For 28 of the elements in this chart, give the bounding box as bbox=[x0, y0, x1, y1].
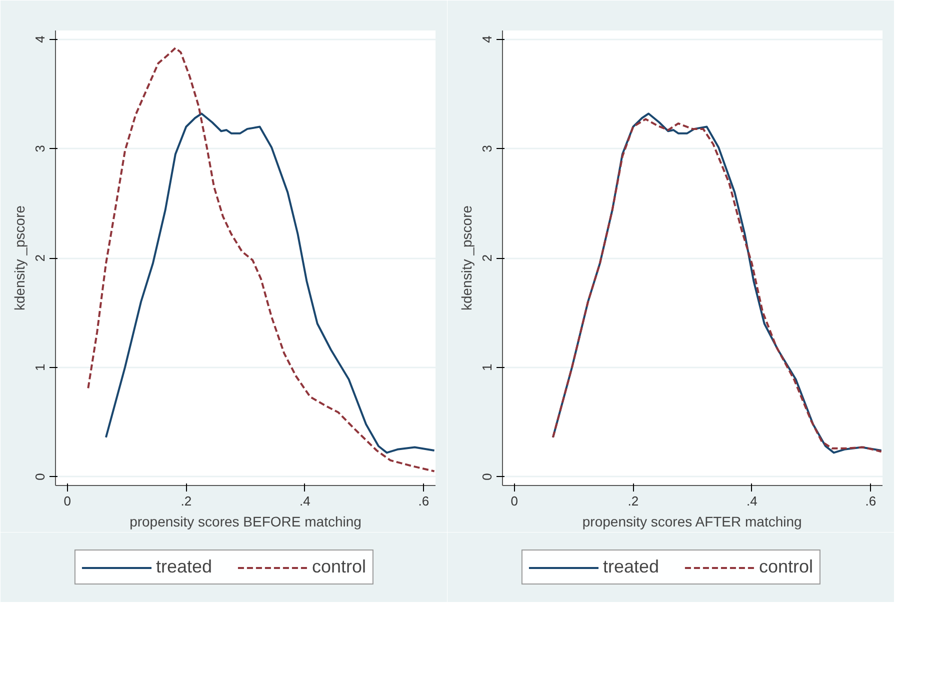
x-tick-label: .4 bbox=[746, 494, 758, 508]
x-tick-label: 0 bbox=[510, 494, 518, 508]
x-tick-label: .6 bbox=[865, 494, 876, 508]
legend-label: control bbox=[312, 556, 366, 578]
x-axis-title: propensity scores AFTER matching bbox=[582, 514, 802, 530]
y-axis-title: kdensity _pscore bbox=[458, 205, 474, 311]
y-tick-label: 0 bbox=[480, 473, 494, 480]
y-axis-title: kdensity _pscore bbox=[12, 205, 28, 311]
x-tick-label: .2 bbox=[180, 494, 192, 508]
line-series bbox=[87, 47, 436, 472]
y-tick-label: 3 bbox=[480, 145, 494, 152]
y-tick-label: 1 bbox=[32, 364, 48, 371]
legend-label: treated bbox=[602, 556, 660, 578]
y-tick-label: 1 bbox=[480, 364, 494, 371]
legend-label: treated bbox=[156, 556, 212, 578]
y-tick-label: 2 bbox=[480, 254, 494, 262]
line-series bbox=[104, 112, 436, 454]
x-tick-label: .4 bbox=[299, 494, 310, 508]
y-tick-label: 4 bbox=[480, 36, 494, 43]
y-tick-label: 2 bbox=[32, 254, 48, 262]
x-tick-label: .2 bbox=[628, 494, 639, 508]
x-tick-label: .6 bbox=[418, 494, 430, 508]
y-tick-label: 3 bbox=[32, 145, 48, 152]
legend-label: control bbox=[759, 556, 814, 578]
y-tick-label: 4 bbox=[32, 36, 48, 43]
y-tick-label: 0 bbox=[32, 473, 48, 480]
x-axis-title: propensity scores BEFORE matching bbox=[130, 514, 362, 530]
x-tick-label: 0 bbox=[64, 494, 71, 508]
